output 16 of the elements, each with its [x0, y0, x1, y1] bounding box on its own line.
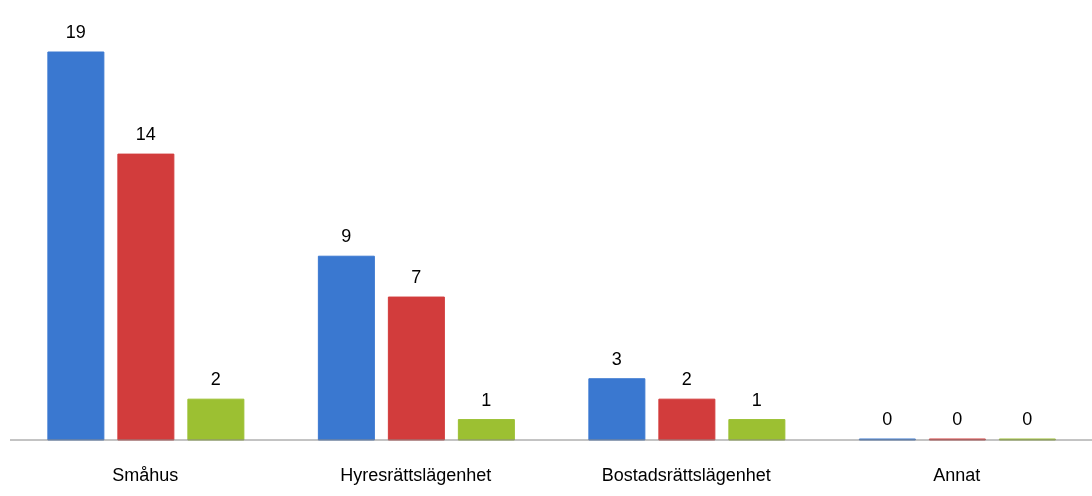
- data-label: 19: [65, 22, 86, 42]
- data-label: 1: [481, 389, 492, 410]
- data-label: 1: [751, 389, 762, 410]
- data-label: 2: [210, 369, 221, 390]
- x-tick-label: Hyresrättslägenhet: [340, 464, 492, 485]
- data-label: 0: [952, 409, 963, 429]
- data-label: 7: [411, 267, 422, 288]
- data-label: 3: [611, 348, 622, 369]
- x-tick-label: Småhus: [112, 464, 179, 485]
- x-tick-label: Annat: [933, 464, 981, 485]
- data-label: 2: [681, 369, 692, 390]
- x-tick-label: Bostadsrättslägenhet: [601, 464, 771, 485]
- data-label: 0: [882, 409, 893, 429]
- data-label: 0: [1022, 409, 1033, 429]
- data-label: 9: [341, 226, 352, 247]
- data-label: 14: [135, 124, 156, 145]
